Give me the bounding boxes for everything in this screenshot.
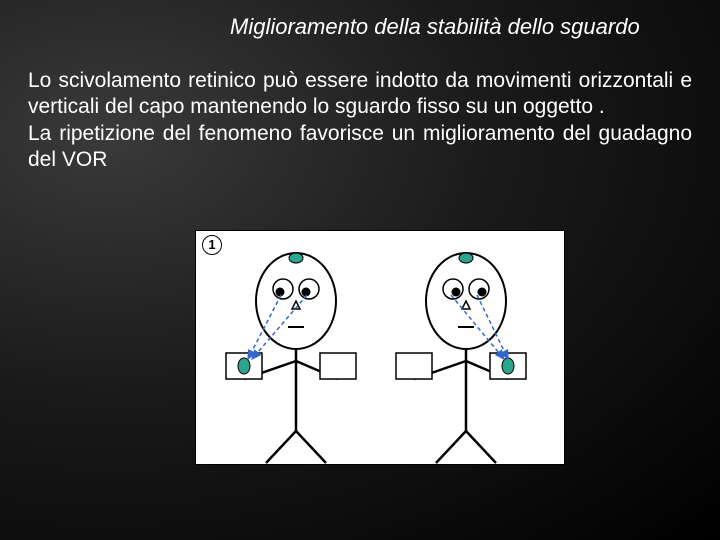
- body-text: Lo scivolamento retinico può essere indo…: [0, 40, 720, 173]
- vor-exercise-diagram: 1: [195, 230, 565, 465]
- diagram-svg: [196, 231, 566, 466]
- diagram-number-badge: 1: [202, 235, 222, 255]
- paragraph-1: Lo scivolamento retinico può essere indo…: [28, 69, 692, 118]
- slide-title: Miglioramento della stabilità dello sgua…: [0, 0, 720, 40]
- paragraph-2: La ripetizione del fenomeno favorisce un…: [28, 122, 692, 171]
